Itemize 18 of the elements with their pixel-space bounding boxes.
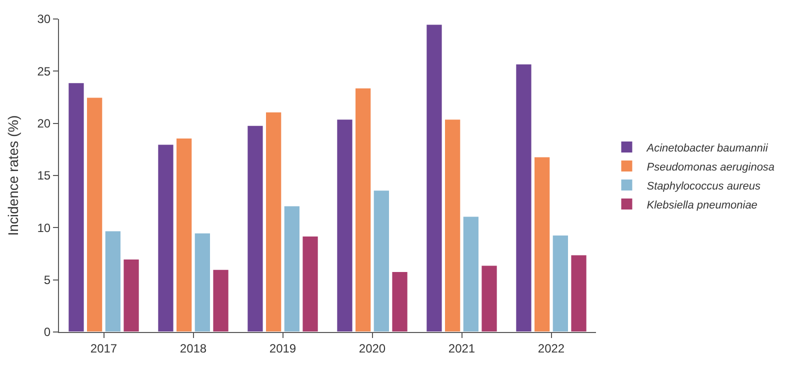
- y-tick-label: 5: [44, 273, 51, 288]
- y-tick-label: 25: [37, 64, 51, 78]
- y-tick-label: 30: [37, 12, 51, 26]
- x-tick-label: 2017: [90, 341, 118, 356]
- legend-label: Pseudomonas aeruginosa: [646, 161, 775, 174]
- legend-label: Klebsiella pneumoniae: [646, 199, 758, 212]
- x-tick-label: 2021: [448, 341, 476, 356]
- x-tick-label: 2020: [358, 341, 386, 356]
- y-axis-title: Incidence rates (%): [4, 115, 21, 236]
- x-tick-label: 2019: [269, 341, 296, 356]
- y-tick-label: 20: [37, 116, 51, 131]
- y-tick-label: 15: [37, 168, 51, 183]
- y-tick-label: 10: [37, 220, 51, 235]
- y-tick-label: 0: [44, 325, 51, 340]
- x-tick-label: 2022: [538, 341, 565, 356]
- x-tick-label: 2018: [180, 341, 207, 356]
- legend-label: Staphylococcus aureus: [646, 180, 761, 192]
- legend-label: Acinetobacter baumannii: [646, 142, 768, 154]
